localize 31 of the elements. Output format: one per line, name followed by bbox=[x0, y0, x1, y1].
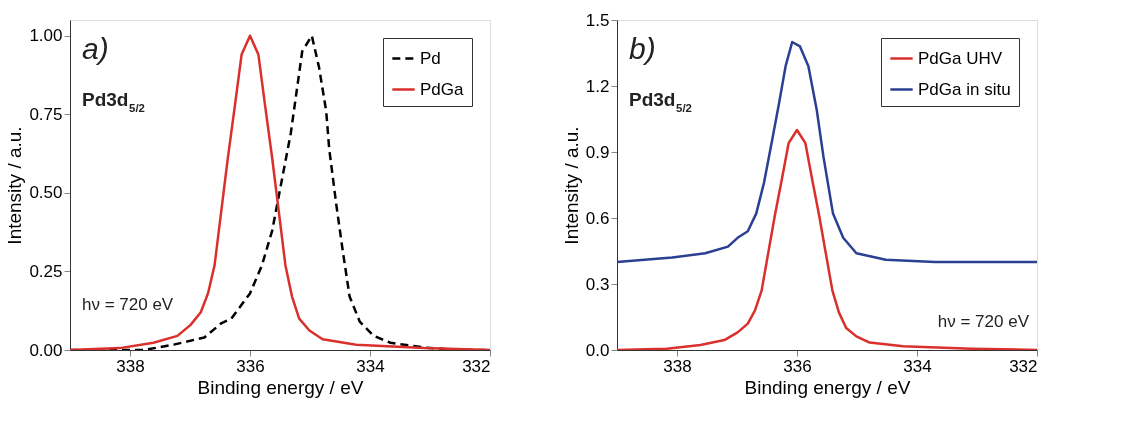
y-tick-label: 0.25 bbox=[29, 261, 63, 281]
x-tick-label: 334 bbox=[903, 356, 932, 376]
x-tick-label: 332 bbox=[462, 356, 491, 376]
y-tick-label: 1.00 bbox=[29, 26, 63, 46]
legend-label: PdGa bbox=[420, 79, 465, 99]
x-tick-label: 338 bbox=[116, 356, 145, 376]
y-tick-label: 1.5 bbox=[585, 10, 610, 30]
y-tick-label: 0.0 bbox=[585, 340, 610, 360]
legend-label: PdGa UHV bbox=[918, 48, 1003, 68]
x-tick-label: 336 bbox=[783, 356, 812, 376]
x-axis-title: Binding energy / eV bbox=[744, 376, 911, 398]
annotation: hν = 720 eV bbox=[82, 295, 174, 314]
y-axis-title: Intensity / a.u. bbox=[4, 126, 26, 245]
legend-label: Pd bbox=[420, 48, 441, 68]
y-tick-label: 0.00 bbox=[29, 340, 63, 360]
annotation: hν = 720 eV bbox=[937, 312, 1030, 331]
legend-label: PdGa in situ bbox=[918, 79, 1011, 99]
x-axis-title: Binding energy / eV bbox=[197, 376, 364, 398]
y-tick-label: 0.50 bbox=[29, 183, 63, 203]
y-tick-label: 0.3 bbox=[585, 274, 610, 294]
annotation: a) bbox=[82, 32, 109, 65]
y-tick-label: 0.75 bbox=[29, 104, 63, 124]
x-tick-label: 334 bbox=[356, 356, 385, 376]
y-tick-label: 1.2 bbox=[585, 76, 610, 96]
y-axis-title: Intensity / a.u. bbox=[560, 126, 582, 245]
y-tick-label: 0.6 bbox=[585, 208, 610, 228]
x-tick-label: 338 bbox=[663, 356, 692, 376]
y-tick-label: 0.9 bbox=[585, 142, 610, 162]
x-tick-label: 336 bbox=[236, 356, 265, 376]
x-tick-label: 332 bbox=[1009, 356, 1038, 376]
annotation: b) bbox=[629, 32, 656, 65]
